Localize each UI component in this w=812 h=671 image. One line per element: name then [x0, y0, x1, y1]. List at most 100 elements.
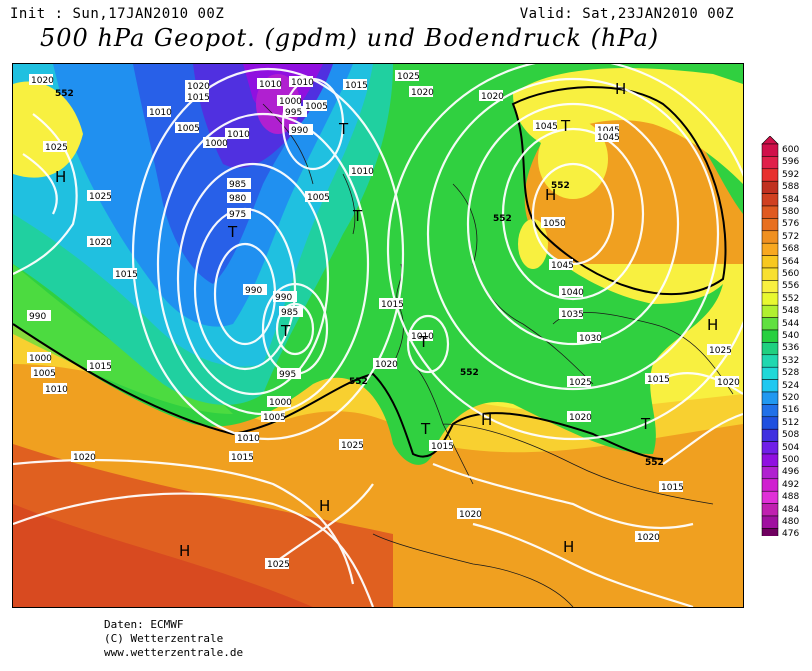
isobar-label: 990: [291, 126, 308, 136]
isobar-label: 1045: [597, 133, 620, 143]
scale-swatch: [761, 391, 779, 405]
scale-swatch: [761, 379, 779, 393]
isobar-label: 1020: [411, 88, 434, 98]
scale-level-label: 536: [782, 343, 800, 354]
low-pressure-marker: T: [640, 415, 651, 433]
isobar-label: 990: [275, 293, 292, 303]
isobar-label: 1015: [661, 483, 684, 493]
isobar-label: 995: [279, 370, 296, 380]
isobar-label: 1025: [397, 72, 420, 82]
isobar-label: 1020: [89, 238, 112, 248]
isobar-label: 1015: [187, 93, 210, 103]
high-pressure-marker: H: [707, 316, 718, 334]
scale-swatch: [761, 218, 779, 232]
scale-swatch: [761, 354, 779, 368]
isobar-label: 1025: [709, 346, 732, 356]
scale-swatch: [761, 404, 779, 418]
high-pressure-marker: H: [481, 411, 492, 429]
high-pressure-marker: H: [615, 80, 626, 98]
scale-level-label: 532: [782, 355, 800, 366]
low-pressure-marker: T: [418, 333, 429, 351]
scale-level-label: 484: [782, 504, 800, 515]
high-pressure-marker: H: [319, 497, 330, 515]
copyright: (C) Wetterzentrale: [104, 632, 224, 645]
data-source: Daten: ECMWF: [104, 618, 184, 631]
weather-map: 1020 1020 1015 1010 1005 1010 1000 1000 …: [12, 63, 744, 608]
isobar-label: 1015: [345, 81, 368, 91]
scale-level-label: 516: [782, 405, 800, 416]
isobar-label: 1025: [341, 441, 364, 451]
isobar-label: 995: [285, 108, 302, 118]
scale-swatch: [761, 528, 779, 536]
isobar-label: 1020: [187, 82, 210, 92]
isobar-label: 1035: [561, 310, 584, 320]
low-pressure-marker: T: [227, 223, 238, 241]
scale-level-label: 548: [782, 306, 800, 317]
geopotential-label: 552: [551, 181, 570, 191]
scale-level-label: 496: [782, 467, 800, 478]
scale-level-label: 560: [782, 269, 800, 279]
scale-swatch: [761, 292, 779, 306]
isobar-label: 1000: [279, 97, 302, 107]
scale-level-label: 588: [782, 182, 800, 193]
isobar-label: 1000: [205, 139, 228, 149]
scale-swatch: [761, 193, 779, 207]
isobar-labels: 1020 1020 1015 1010 1005 1010 1000 1000 …: [27, 70, 740, 570]
init-time: Init : Sun,17JAN2010 00Z: [10, 6, 225, 22]
scale-swatch: [761, 342, 779, 356]
scale-swatch: [761, 478, 779, 492]
geopotential-label: 552: [645, 458, 664, 468]
scale-swatch: [761, 242, 779, 256]
color-scale-legend: 600 596 592 588 584 580 576 572 568 564 560 556 552 5…: [760, 136, 810, 540]
scale-swatch: [761, 280, 779, 294]
scale-swatch: [761, 329, 779, 343]
scale-level-label: 480: [782, 517, 800, 527]
isobar-label: 1020: [31, 76, 54, 86]
scale-swatch: [761, 490, 779, 504]
high-pressure-marker: H: [55, 168, 66, 186]
isobar-label: 1030: [579, 334, 602, 344]
isobar-label: 980: [229, 194, 246, 204]
scale-arrow-top: [761, 136, 779, 145]
isobar-label: 1015: [647, 375, 670, 385]
geopotential-label: 552: [460, 368, 479, 378]
isobar-label: 1020: [637, 533, 660, 543]
scale-level-label: 504: [782, 442, 800, 453]
isobar-label: 1005: [263, 413, 286, 423]
scale-level-label: 524: [782, 380, 800, 391]
isobar-label: 1010: [351, 167, 374, 177]
scale-level-label: 508: [782, 430, 800, 441]
scale-level-label: 476: [782, 529, 800, 540]
map-title: 500 hPa Geopot. (gpdm) und Bodendruck (h…: [40, 24, 660, 52]
isobar-label: 1005: [33, 369, 56, 379]
scale-level-label: 592: [782, 169, 800, 180]
isobar-label: 990: [29, 312, 46, 322]
isobar-label: 1010: [291, 78, 314, 88]
high-pressure-marker: H: [179, 542, 190, 560]
scale-level-label: 492: [782, 479, 800, 490]
isobar-label: 1005: [307, 193, 330, 203]
isobar-label: 975: [229, 210, 246, 220]
color-scale-bar: [761, 136, 779, 536]
scale-swatch: [761, 180, 779, 194]
scale-level-label: 512: [782, 417, 800, 428]
scale-swatch: [761, 503, 779, 517]
scale-swatch: [761, 453, 779, 467]
scale-level-label: 528: [782, 368, 800, 379]
isobar-label: 1020: [717, 378, 740, 388]
scale-level-label: 576: [782, 219, 800, 230]
scale-level-label: 544: [782, 318, 800, 329]
high-pressure-marker: H: [563, 538, 574, 556]
scale-swatch: [761, 267, 779, 281]
scale-swatch: [761, 441, 779, 455]
scale-swatch: [761, 428, 779, 442]
isobar-label: 1005: [177, 124, 200, 134]
scale-swatch: [761, 156, 779, 170]
low-pressure-marker: T: [560, 117, 571, 135]
scale-swatch: [761, 168, 779, 182]
isobar-label: 1020: [569, 413, 592, 423]
scale-level-label: 568: [782, 244, 800, 255]
isobar-label: 1045: [551, 261, 574, 271]
scale-level-label: 600: [782, 145, 800, 155]
low-pressure-marker: T: [338, 120, 349, 138]
